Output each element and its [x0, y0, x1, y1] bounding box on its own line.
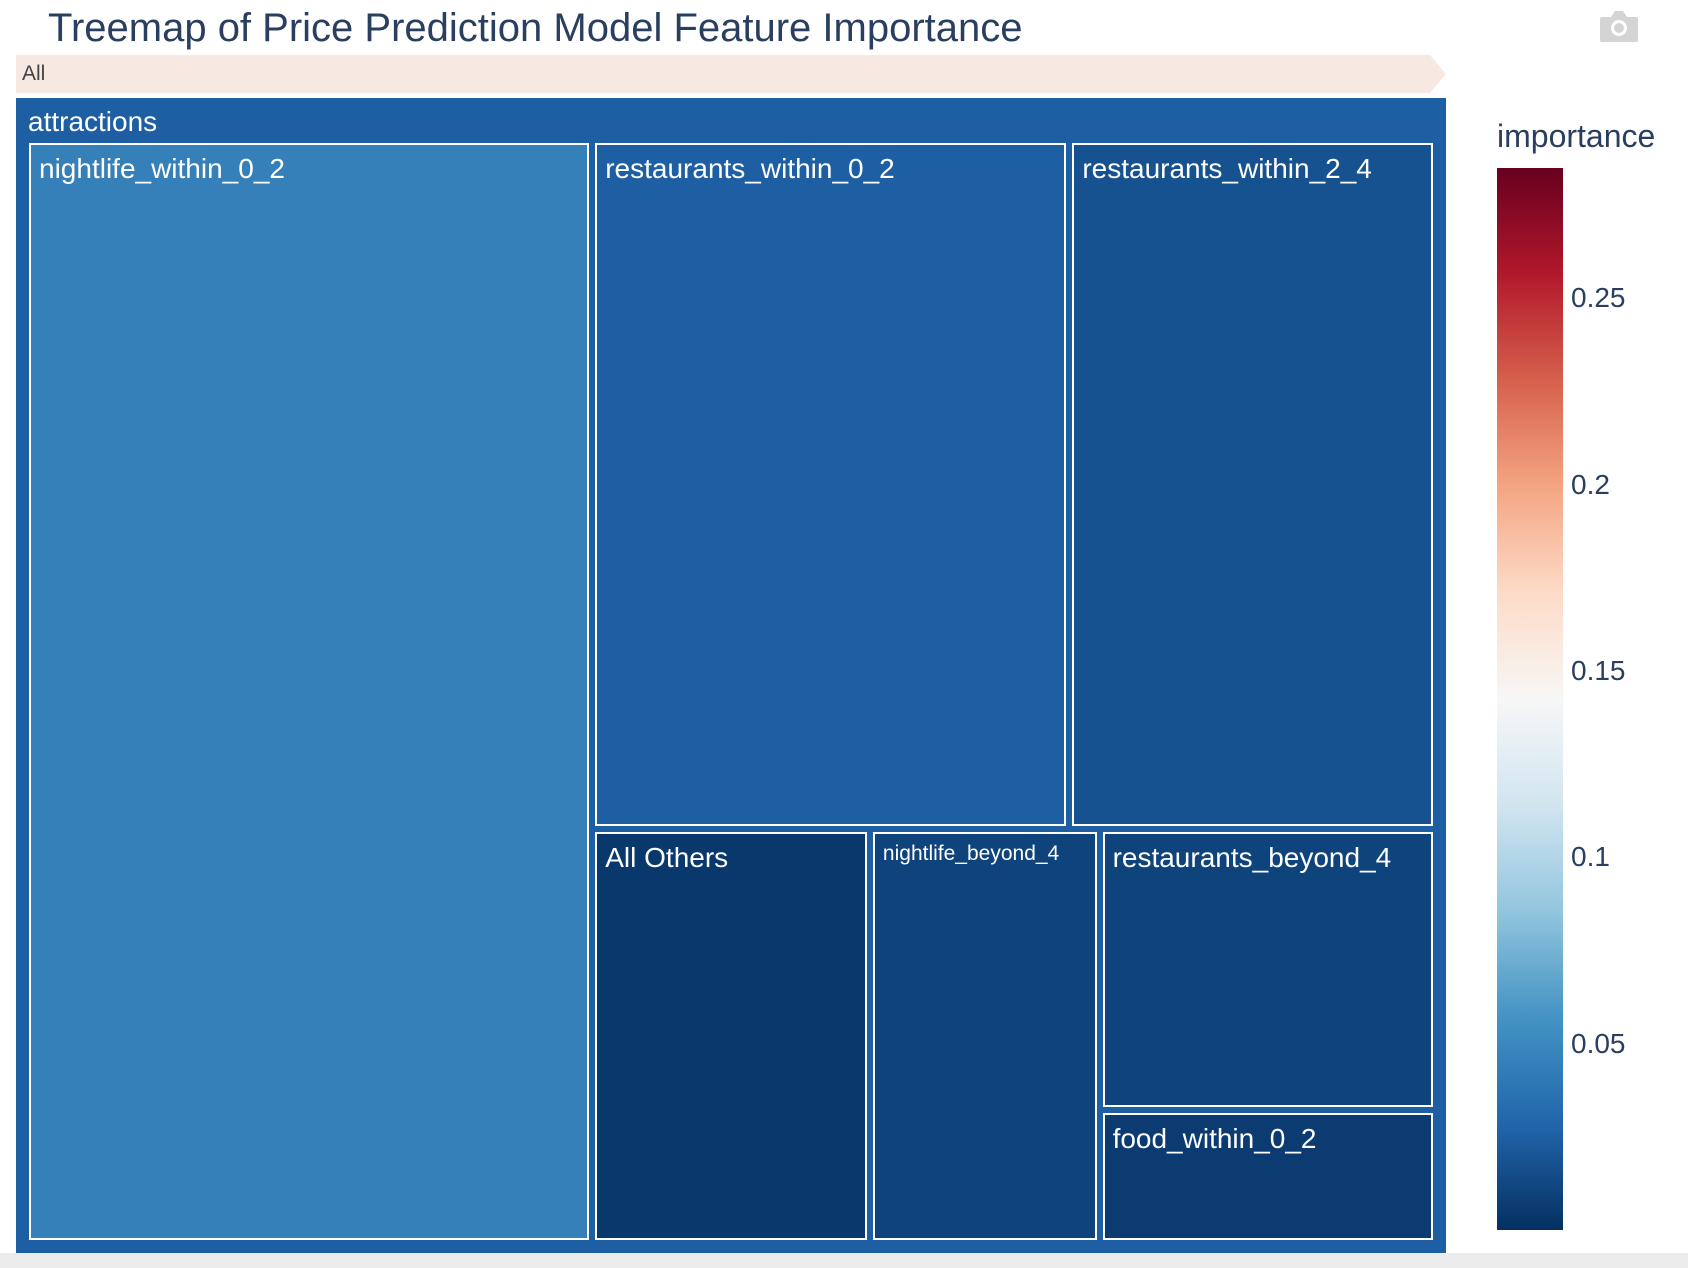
tile-label: restaurants_within_2_4	[1082, 153, 1372, 184]
colorbar-tick-label: 0.1	[1571, 841, 1610, 873]
treemap-tile-nightlife-within-0-2[interactable]: nightlife_within_0_2	[29, 143, 590, 1240]
treemap-tile-all-others[interactable]: All Others	[595, 831, 867, 1240]
tile-label: nightlife_within_0_2	[39, 153, 285, 184]
tile-label: All Others	[605, 841, 729, 873]
colorbar-tick-label: 0.25	[1571, 282, 1626, 314]
treemap-tile-food-within-0-2[interactable]: food_within_0_2	[1102, 1113, 1433, 1240]
breadcrumb-all[interactable]: All	[22, 62, 46, 85]
treemap-tile-nightlife-beyond-4[interactable]: nightlife_beyond_4	[872, 831, 1097, 1240]
treemap-tile-restaurants-within-2-4[interactable]: restaurants_within_2_4	[1072, 143, 1433, 826]
tile-label: food_within_0_2	[1112, 1123, 1317, 1155]
tile-label: nightlife_beyond_4	[882, 841, 1060, 865]
colorbar	[1497, 168, 1563, 1230]
colorbar-tick-label: 0.05	[1571, 1027, 1626, 1059]
chart-title: Treemap of Price Prediction Model Featur…	[48, 6, 1023, 50]
colorbar-title: importance	[1497, 118, 1656, 154]
colorbar-tick-label: 0.2	[1571, 468, 1610, 500]
treemap-tile-restaurants-within-0-2[interactable]: restaurants_within_0_2	[595, 143, 1067, 826]
tile-label: restaurants_within_0_2	[605, 153, 895, 184]
breadcrumb-pathbar[interactable]: All	[16, 55, 1446, 93]
treemap-area: attractions nightlife_within_0_2 restauran…	[16, 98, 1446, 1253]
colorbar-tick-label: 0.15	[1571, 655, 1626, 687]
tile-label: attractions	[28, 106, 158, 137]
tile-label: restaurants_beyond_4	[1112, 841, 1392, 873]
footer-strip	[0, 1253, 1688, 1268]
camera-icon[interactable]	[1598, 8, 1640, 44]
treemap-tile-restaurants-beyond-4[interactable]: restaurants_beyond_4	[1102, 831, 1433, 1108]
